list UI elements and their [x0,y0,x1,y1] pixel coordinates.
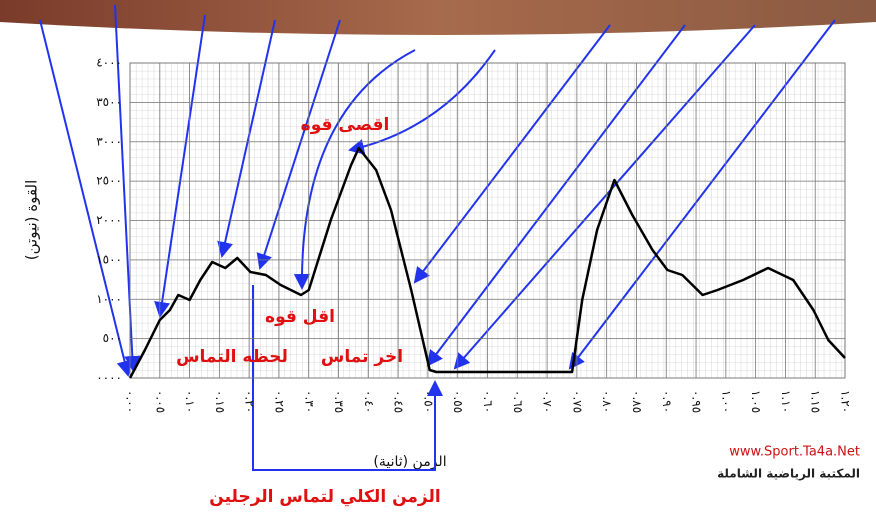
y-tick-label: ١٠٠٠ [96,292,122,306]
x-tick-label: ٠.٣٠ [302,390,316,413]
annotation: اخر تماس [321,347,403,367]
annotation: الزمن الكلي لتماس الرجلين [209,487,440,507]
x-tick-label: ٠.٥٥ [451,390,465,413]
x-tick-label: ١.١٥ [809,390,823,413]
y-axis-label: القوة (نيوتن) [23,180,41,260]
x-tick-label: ٠.٥٠ [421,390,435,413]
y-tick-label: ٣٠٠٠ [96,134,122,148]
annotation: اقل قوه [265,307,335,327]
x-tick-label: ٠.٧٠ [541,390,555,413]
y-tick-label: ٣٥٠٠ [96,95,122,109]
y-tick-label: ٠٠٠٠ [96,371,122,385]
y-tick-label: ٥٠٠ [103,331,122,345]
x-tick-label: ٠.٠٠ [124,390,138,413]
x-tick-label: ١.٢٠ [839,390,853,413]
x-tick-label: ٠.٢٠ [243,390,257,413]
x-tick-label: ٠.١٠ [183,390,197,413]
x-tick-label: ٠.٧٥ [570,390,584,413]
x-tick-label: ٠.٨٠ [600,390,614,413]
y-tick-label: ٢٥٠٠ [96,174,122,188]
x-tick-label: ٠.٨٥ [630,390,644,413]
x-tick-label: ٠.٣٥ [332,390,346,413]
x-tick-label: ٠.٩٠ [660,390,674,413]
x-tick-label: ٠.١٥ [213,390,227,413]
x-tick-label: ٠.٤٠ [362,390,376,413]
x-tick-label: ٠.٢٥ [272,390,286,413]
x-tick-label: ٠.٦٥ [511,390,525,413]
watermark-name: المكتبة الرياضية الشاملة [717,467,860,481]
annotation: لحظه التماس [176,347,288,367]
y-tick-label: ٢٠٠٠ [96,213,122,227]
x-tick-label: ١.٠٠ [719,390,733,413]
watermark-url: www.Sport.Ta4a.Net [729,445,860,460]
x-tick-label: ١.١٠ [779,390,793,413]
y-tick-label: ٤٠٠٠ [96,56,122,70]
chart: القوة (نيوتن) الزمن (ثانية) www.Sport.Ta… [0,0,876,523]
x-tick-label: ٠.٠٥ [153,390,167,413]
x-tick-label: ٠.٤٥ [392,390,406,413]
x-tick-label: ٠.٦٠ [481,390,495,413]
x-tick-label: ١.٠٥ [749,390,763,413]
y-tick-label: ١٥٠٠ [96,252,122,266]
annotation: اقصى قوه [301,115,390,135]
x-tick-label: ٠.٩٥ [690,390,704,413]
